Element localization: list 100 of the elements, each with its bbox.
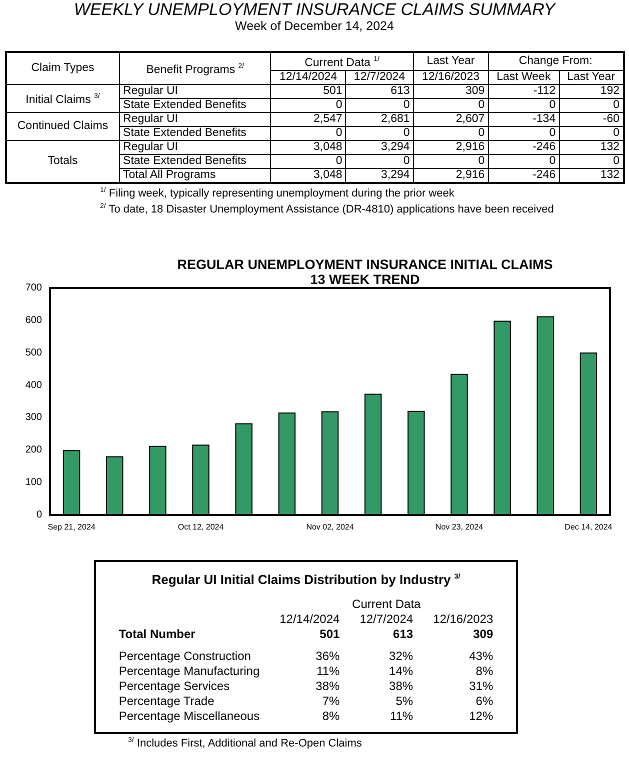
x-tick-label: Sep 21, 2024 — [48, 522, 96, 532]
text: 2,547 — [313, 112, 342, 125]
text: Last Year — [567, 70, 616, 83]
text: 38% — [389, 679, 414, 693]
y-tick-label: 100 — [25, 477, 42, 488]
text: 0 — [478, 154, 485, 167]
bar — [364, 394, 382, 515]
y-tick-label: 700 — [25, 282, 42, 294]
text: Regular UI Initial Claims Distribution by Industry $^{3/}$ — [150, 572, 462, 587]
x-tick-label: Nov 23, 2024 — [435, 522, 484, 532]
text: 38% — [316, 679, 340, 693]
text: State Extended Benefits — [123, 154, 246, 167]
chart-title: REGULAR UNEMPLOYMENT INSURANCE INITIAL CLAIMS — [177, 257, 553, 272]
y-tick-label: 300 — [25, 412, 42, 424]
text: 14% — [389, 664, 414, 678]
text: 0 — [403, 98, 410, 111]
text: State Extended Benefits — [123, 126, 246, 139]
text: Percentage Services — [118, 679, 230, 693]
bar — [408, 410, 425, 515]
text: 0 — [478, 98, 485, 111]
bar — [580, 352, 598, 515]
y-tick-label: 600 — [25, 314, 42, 326]
y-tick-label: 200 — [25, 444, 42, 456]
text: Total Number — [118, 627, 196, 641]
bar — [149, 446, 166, 515]
text: 501 — [323, 84, 342, 97]
text: 12% — [469, 709, 494, 723]
text: 309 — [473, 627, 494, 641]
text: Total All Programs — [123, 168, 216, 181]
text: WEEKLY UNEMPLOYMENT INSURANCE CLAIMS SUMMARY — [72, 0, 557, 19]
text: -112 — [533, 84, 556, 97]
text: Current Data — [352, 597, 421, 611]
text: 0 — [403, 126, 410, 139]
text: 192 — [600, 84, 620, 97]
text: 613 — [390, 84, 410, 97]
text: 43% — [469, 649, 494, 663]
bar — [278, 412, 296, 515]
text: Regular UI — [123, 84, 178, 97]
text: 7% — [322, 694, 340, 708]
text: 12/7/2024 — [360, 612, 414, 626]
text: 11% — [316, 664, 340, 678]
text: Continued Claims — [17, 120, 108, 132]
text: 0 — [336, 98, 342, 111]
bar — [321, 411, 339, 515]
text: $^{2/}$ To date, 18 Disaster Unemployment Assistance (DR-4810) applications have been received — [99, 202, 555, 218]
text: 2,916 — [456, 140, 485, 153]
text: -134 — [532, 112, 556, 125]
text: 2,607 — [456, 112, 485, 125]
text: 8% — [322, 709, 340, 723]
text: 3,294 — [380, 140, 410, 153]
text: 501 — [320, 627, 340, 641]
text: Regular UI — [123, 140, 178, 153]
text: -246 — [532, 140, 556, 153]
text: 309 — [466, 84, 485, 97]
text: 0 — [613, 126, 620, 139]
text: 12/16/2023 — [422, 70, 480, 83]
text: 2,681 — [380, 112, 410, 125]
text: 36% — [316, 649, 340, 663]
text: 31% — [469, 679, 494, 693]
text: 2,916 — [456, 168, 485, 181]
text: -246 — [532, 168, 556, 181]
text: Last Year — [426, 54, 475, 67]
text: 12/16/2023 — [433, 612, 494, 626]
bar — [235, 423, 252, 515]
text: State Extended Benefits — [123, 98, 246, 111]
y-tick-label: 500 — [25, 347, 42, 358]
text: Regular UI — [123, 112, 178, 125]
text: Percentage Manufacturing — [118, 664, 260, 678]
text: Initial Claims $^{3/}$ — [26, 92, 100, 106]
text: Current Data $^{1/}$ — [304, 56, 380, 69]
text: 12/14/2024 — [280, 70, 338, 83]
x-tick-label: Nov 02, 2024 — [306, 522, 354, 532]
text: -60 — [602, 112, 620, 125]
y-tick-label: 0 — [36, 510, 42, 520]
text: 0 — [549, 98, 556, 111]
text: Totals — [48, 154, 78, 167]
text: Week of December 14, 2024 — [234, 19, 395, 33]
text: 5% — [396, 694, 414, 708]
text: 613 — [393, 627, 414, 641]
bar — [106, 456, 124, 515]
text: 132 — [600, 168, 620, 181]
text: 32% — [389, 649, 414, 663]
text: 0 — [478, 126, 485, 139]
text: 0 — [613, 154, 620, 167]
text: 6% — [476, 694, 494, 708]
text: 0 — [403, 154, 410, 167]
text: Last Week — [496, 70, 551, 83]
bar — [536, 316, 554, 515]
bar — [192, 444, 210, 515]
bar — [62, 450, 80, 515]
bar — [450, 374, 468, 515]
text: Percentage Trade — [118, 694, 214, 708]
text: 0 — [336, 154, 342, 167]
text: 12/14/2024 — [280, 612, 340, 626]
text: $^{3/}$ Includes First, Additional and Re-Open Claims — [127, 736, 363, 751]
text: $^{1/}$ Filing week, typically representing unemployment during the prior week — [99, 186, 456, 200]
x-tick-label: Oct 12, 2024 — [178, 522, 224, 532]
text: 8% — [476, 664, 494, 678]
text: 3,048 — [313, 140, 342, 153]
text: Claim Types — [31, 62, 94, 74]
